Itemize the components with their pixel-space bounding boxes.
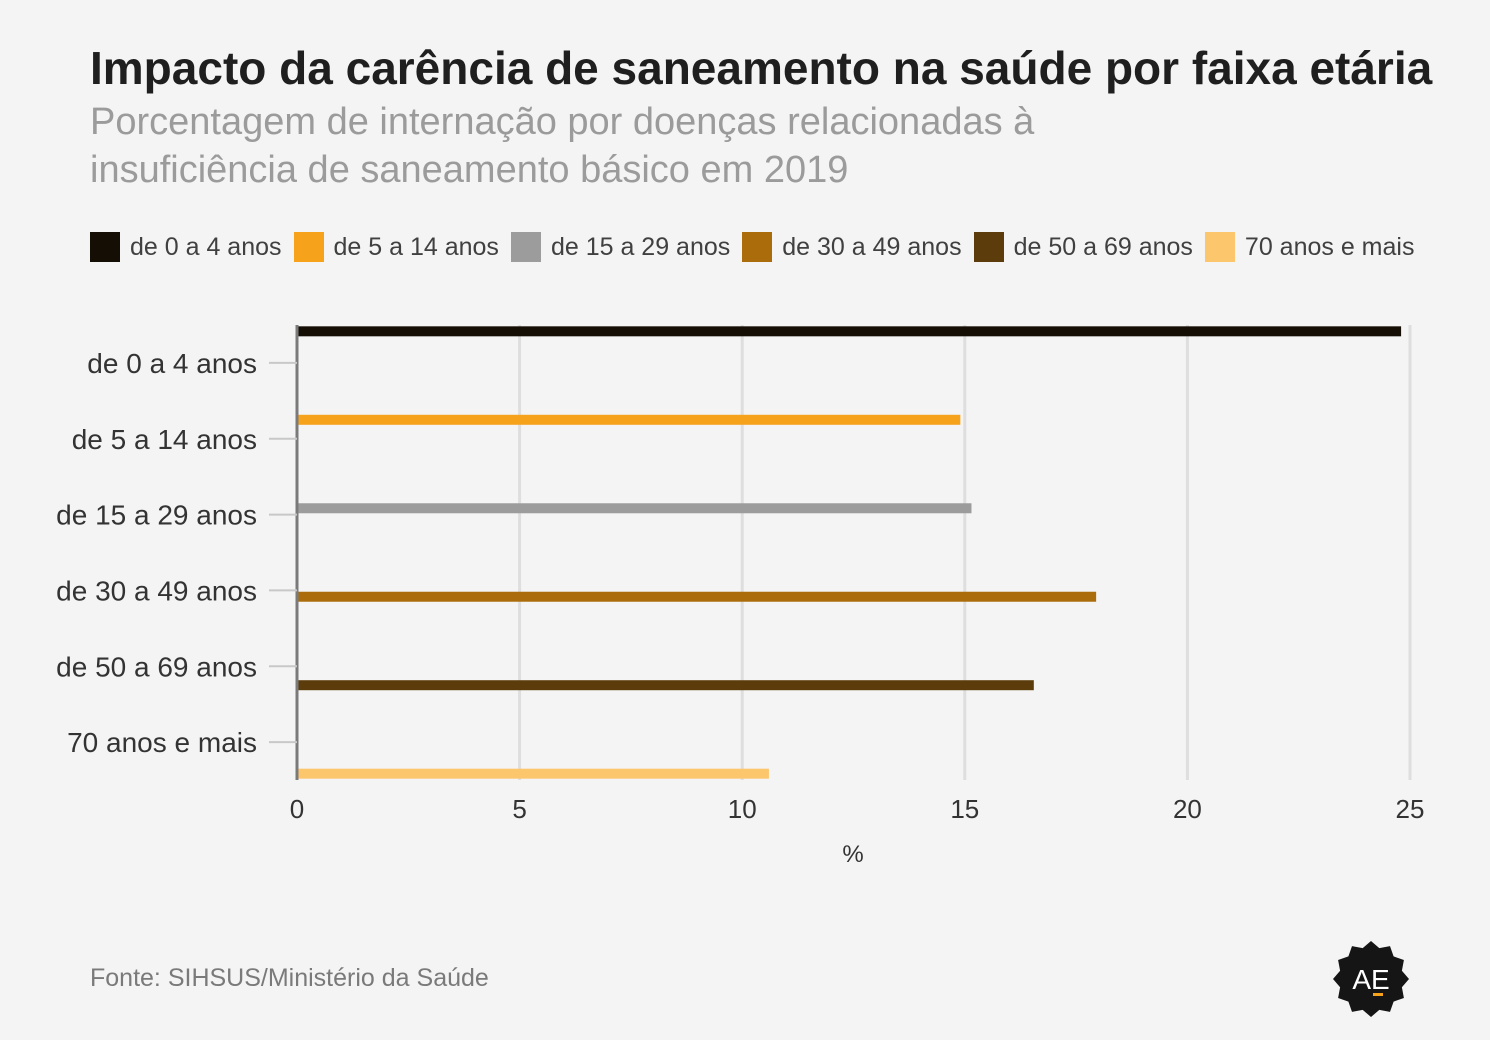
legend-swatch bbox=[742, 232, 773, 262]
legend: de 0 a 4 anos de 5 a 14 anos de 15 a 29 an… bbox=[90, 232, 1426, 262]
legend-item: de 15 a 29 anos bbox=[510, 232, 731, 262]
bars bbox=[297, 326, 1402, 779]
source-note: Fonte: SIHSUS/Ministério da Saúde bbox=[90, 964, 489, 992]
x-tick-label: 15 bbox=[950, 794, 979, 824]
bar bbox=[297, 768, 769, 779]
legend-swatch bbox=[510, 232, 541, 262]
legend-item: de 50 a 69 anos bbox=[973, 232, 1193, 262]
legend-label: 70 anos e mais bbox=[1244, 232, 1415, 261]
bar bbox=[297, 591, 1097, 602]
y-tick-label: de 0 a 4 anos bbox=[87, 348, 257, 379]
legend-swatch bbox=[293, 232, 324, 262]
x-axis-label: % bbox=[842, 841, 863, 868]
bar bbox=[297, 680, 1034, 691]
x-tick-label: 5 bbox=[512, 794, 526, 824]
legend-label: de 30 a 49 anos bbox=[782, 232, 962, 261]
y-tick-label: de 15 a 29 anos bbox=[56, 500, 257, 531]
legend-label: de 5 a 14 anos bbox=[333, 232, 499, 261]
legend-label: de 15 a 29 anos bbox=[550, 232, 731, 261]
legend-item: de 5 a 14 anos bbox=[293, 232, 499, 262]
y-tick-label: de 50 a 69 anos bbox=[56, 651, 257, 682]
y-tick-label: 70 anos e mais bbox=[67, 727, 257, 758]
legend-swatch bbox=[90, 232, 120, 262]
legend-item: de 30 a 49 anos bbox=[742, 232, 962, 262]
legend-label: de 0 a 4 anos bbox=[130, 232, 282, 261]
bar bbox=[297, 414, 961, 425]
legend-swatch bbox=[1204, 232, 1235, 262]
x-tick-label: 20 bbox=[1173, 794, 1202, 824]
chart-title: Impacto da carência de saneamento na saú… bbox=[90, 42, 1433, 94]
x-axis: 0 5 10 15 20 25 bbox=[290, 794, 1425, 824]
x-tick-label: 25 bbox=[1396, 794, 1425, 824]
x-tick-label: 0 bbox=[290, 794, 304, 824]
legend-swatch bbox=[973, 232, 1004, 262]
bar-chart: de 0 a 4 anos de 5 a 14 anos de 15 a 29 an… bbox=[56, 325, 1425, 868]
bar bbox=[297, 503, 972, 514]
grid-lines bbox=[518, 325, 1412, 780]
y-axis: de 0 a 4 anos de 5 a 14 anos de 15 a 29 an… bbox=[56, 325, 299, 780]
logo-text: AE bbox=[1352, 964, 1389, 995]
legend-item: 70 anos e mais bbox=[1204, 232, 1415, 262]
chart-subtitle: Porcentagem de internação por doenças re… bbox=[90, 101, 1035, 191]
y-tick-label: de 5 a 14 anos bbox=[72, 424, 257, 455]
bar bbox=[297, 326, 1402, 337]
x-tick-label: 10 bbox=[728, 794, 757, 824]
y-tick-label: de 30 a 49 anos bbox=[56, 575, 257, 606]
logo-badge-icon: AE bbox=[1333, 941, 1409, 1017]
legend-label: de 50 a 69 anos bbox=[1013, 232, 1193, 261]
legend-item: de 0 a 4 anos bbox=[90, 232, 282, 262]
